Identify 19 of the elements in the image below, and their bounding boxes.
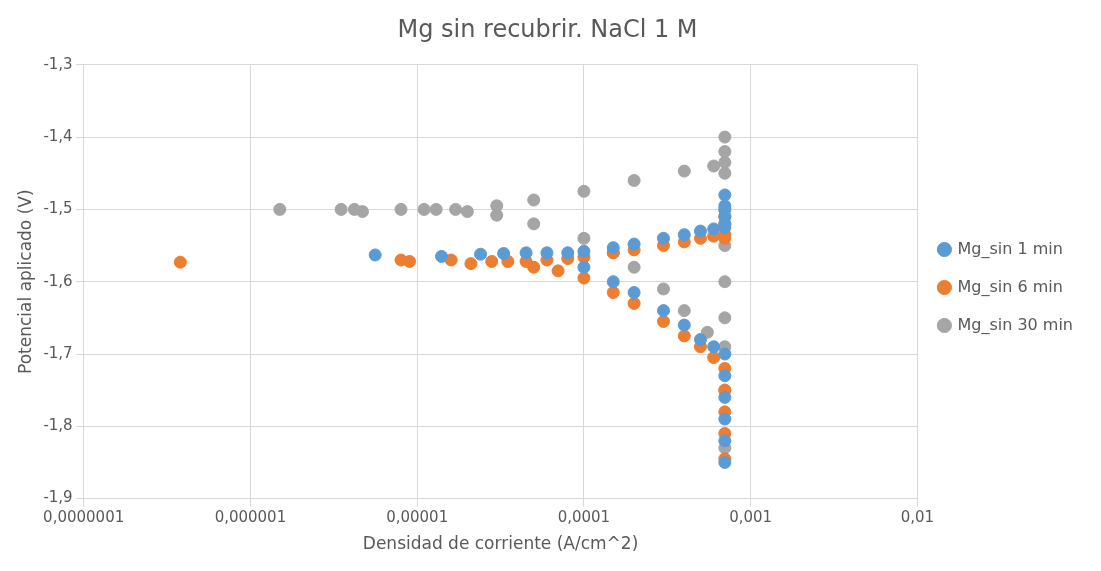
legend-label: Mg_sin 1 min [957,238,1063,259]
y-tick-label: -1,9 [43,488,73,507]
legend-label: Mg_sin 6 min [957,276,1063,297]
chart-title: Mg sin recubrir. NaCl 1 M [397,14,698,43]
x-axis-title: Densidad de corriente (A/cm^2) [362,533,639,554]
y-tick-label: -1,7 [43,343,73,362]
y-tick-label: -1,5 [43,199,73,218]
x-tick-label: 0,001 [729,508,773,527]
y-axis-title: Potencial aplicado (V) [14,189,35,374]
y-tick-label: -1,4 [43,126,73,145]
x-tick-label: 0,00001 [386,508,449,527]
y-tick-label: -1,8 [43,416,73,435]
y-tick-label: -1,6 [43,271,73,290]
legend-label: Mg_sin 30 min [957,314,1074,335]
x-tick-label: 0,000001 [214,508,287,527]
x-tick-label: 0,0001 [557,508,611,527]
x-tick-label: 0,01 [900,508,935,527]
y-tick-label: -1,3 [43,54,73,73]
x-tick-label: 0,0000001 [43,508,125,527]
